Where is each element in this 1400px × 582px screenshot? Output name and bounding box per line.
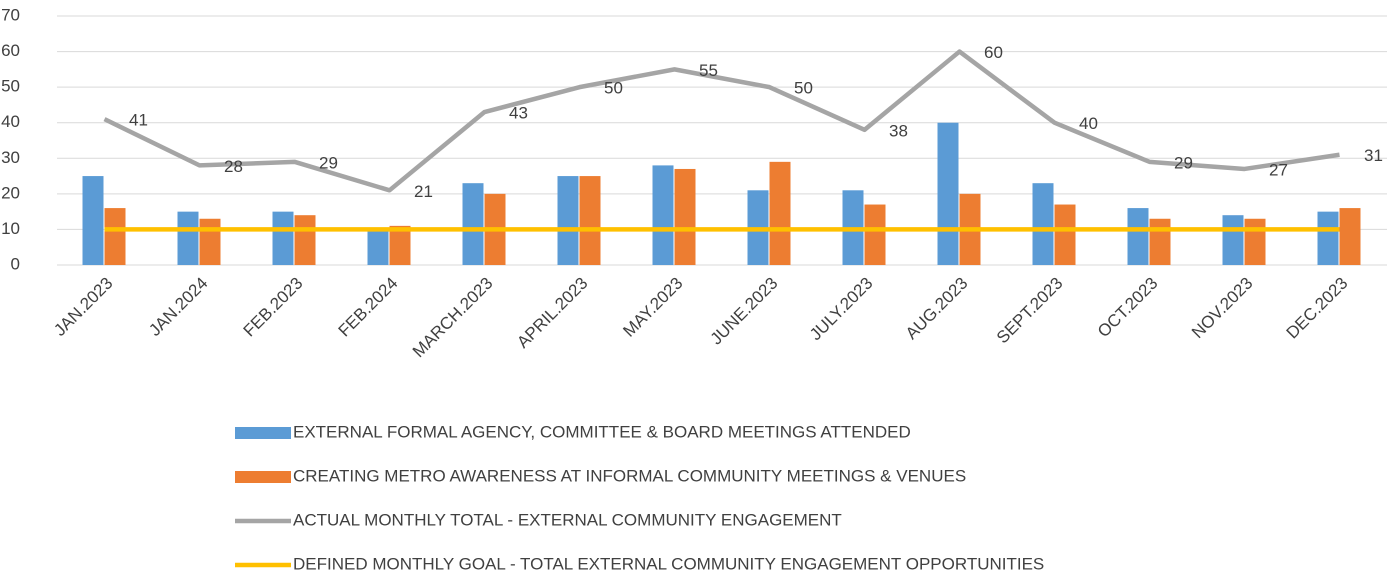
x-tick-label: DEC.2023 [1283, 274, 1352, 343]
y-tick-label: 0 [11, 254, 20, 273]
bar [272, 211, 294, 265]
line [103, 49, 1340, 193]
data-label: 50 [604, 79, 623, 98]
bar [1317, 211, 1339, 265]
legend-label: ACTUAL MONTHLY TOTAL - EXTERNAL COMMUNIT… [293, 510, 842, 529]
bar [1127, 208, 1149, 265]
x-tick-label: AUG.2023 [902, 274, 972, 344]
y-tick-label: 50 [1, 77, 20, 96]
bar [937, 122, 959, 265]
bar [674, 168, 696, 265]
x-tick-label: JAN.2023 [50, 274, 116, 340]
bar [389, 225, 411, 265]
y-tick-label: 60 [1, 41, 20, 60]
x-tick-label: JAN.2024 [145, 274, 211, 340]
data-label: 29 [1174, 153, 1193, 172]
bar [294, 215, 316, 265]
x-tick-label: MAY.2023 [619, 274, 686, 341]
data-label: 28 [224, 157, 243, 176]
bar [177, 211, 199, 265]
bar [1244, 218, 1266, 265]
legend-marker [235, 471, 291, 483]
y-tick-label: 20 [1, 183, 20, 202]
bar [1339, 208, 1361, 265]
y-tick-label: 10 [1, 219, 20, 238]
y-tick-label: 70 [1, 5, 20, 24]
data-label: 38 [889, 121, 908, 140]
x-tick-label: FEB.2024 [335, 274, 402, 341]
y-tick-label: 30 [1, 148, 20, 167]
bar [579, 176, 601, 265]
data-label: 40 [1079, 114, 1098, 133]
bar [1054, 204, 1076, 265]
bar [199, 218, 221, 265]
bar [104, 208, 126, 265]
data-label: 41 [129, 111, 148, 130]
x-tick-label: APRIL.2023 [513, 274, 591, 352]
data-label: 50 [794, 79, 813, 98]
legend-label: CREATING METRO AWARENESS AT INFORMAL COM… [293, 466, 966, 485]
x-tick-label: NOV.2023 [1188, 274, 1256, 342]
x-tick-label: FEB.2023 [240, 274, 307, 341]
x-tick-label: JUNE.2023 [707, 274, 782, 349]
data-label: 31 [1364, 146, 1383, 165]
bar [652, 165, 674, 265]
data-label: 43 [509, 104, 528, 123]
x-tick-label: SEPT.2023 [993, 274, 1067, 348]
data-label: 29 [319, 153, 338, 172]
data-label: 27 [1269, 160, 1288, 179]
legend-label: DEFINED MONTHLY GOAL - TOTAL EXTERNAL CO… [293, 554, 1044, 573]
legend-label: EXTERNAL FORMAL AGENCY, COMMITTEE & BOAR… [293, 422, 911, 441]
bar [864, 204, 886, 265]
x-tick-label: MARCH.2023 [409, 274, 497, 362]
x-tick-label: JULY.2023 [806, 274, 876, 344]
bar [557, 176, 579, 265]
bar [367, 229, 389, 265]
bar [1149, 218, 1171, 265]
bar [1222, 215, 1244, 265]
y-tick-label: 40 [1, 112, 20, 131]
data-label: 55 [699, 61, 718, 80]
legend-marker [235, 427, 291, 439]
bar [1032, 183, 1054, 265]
bar [462, 183, 484, 265]
bar [769, 161, 791, 265]
data-label: 21 [414, 182, 433, 201]
x-tick-label: OCT.2023 [1094, 274, 1162, 342]
data-label: 60 [984, 43, 1003, 62]
bar [82, 176, 104, 265]
